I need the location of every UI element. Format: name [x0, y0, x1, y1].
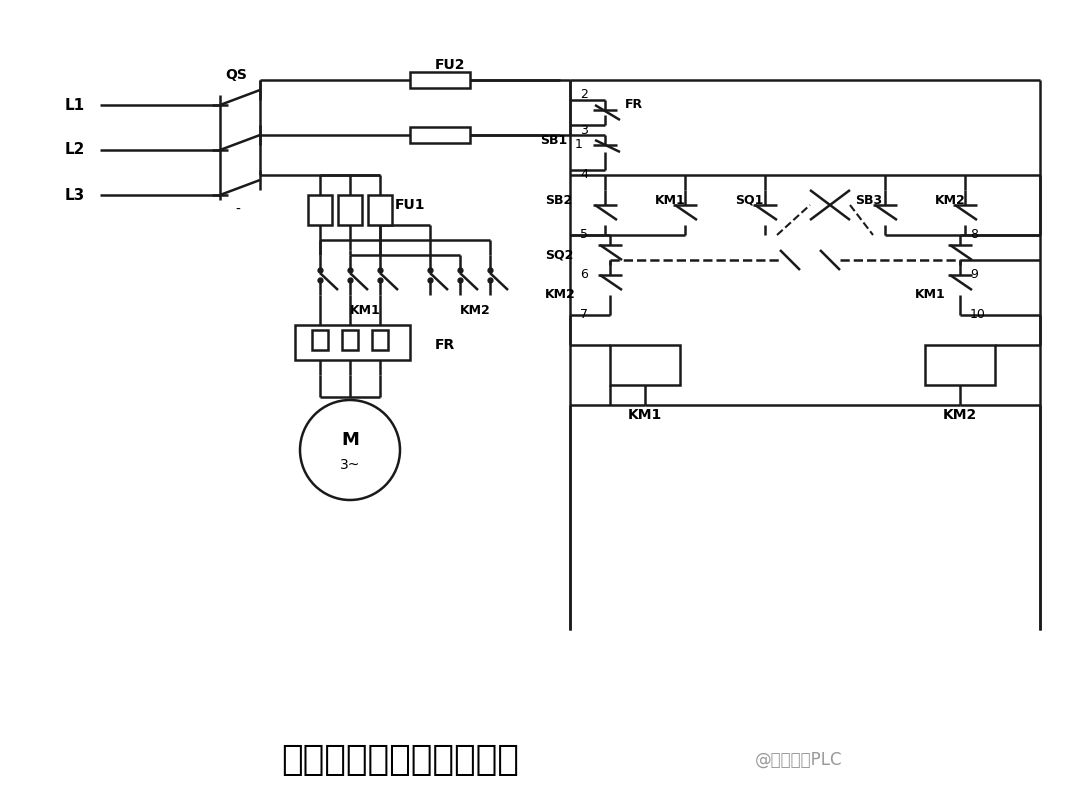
- Text: FU2: FU2: [435, 58, 465, 72]
- Text: L2: L2: [65, 143, 85, 157]
- Text: FR: FR: [435, 338, 456, 352]
- Text: KM1: KM1: [627, 408, 662, 422]
- Text: SQ2: SQ2: [545, 249, 573, 262]
- Text: 7: 7: [580, 309, 588, 322]
- Text: KM1: KM1: [350, 304, 381, 317]
- Bar: [308, 195, 332, 225]
- Text: 5: 5: [580, 228, 588, 241]
- Text: 自动往返电动机控制电路: 自动往返电动机控制电路: [281, 743, 518, 777]
- Bar: [368, 195, 392, 225]
- Text: KM2: KM2: [935, 194, 966, 207]
- Bar: [410, 127, 470, 143]
- Text: KM2: KM2: [545, 288, 576, 301]
- Bar: [312, 330, 328, 350]
- Text: L1: L1: [65, 97, 85, 113]
- Text: KM1: KM1: [654, 194, 686, 207]
- Text: SB1: SB1: [540, 134, 567, 147]
- Text: 9: 9: [970, 268, 977, 282]
- Text: L3: L3: [65, 187, 85, 202]
- Text: 6: 6: [580, 268, 588, 282]
- Text: 4: 4: [580, 168, 588, 181]
- Text: SQ1: SQ1: [735, 194, 764, 207]
- Text: KM1: KM1: [915, 288, 946, 301]
- Bar: [295, 325, 410, 360]
- Text: 2: 2: [580, 88, 588, 101]
- Text: @俊杰工控PLC: @俊杰工控PLC: [755, 751, 842, 769]
- Text: 10: 10: [970, 309, 986, 322]
- Bar: [410, 72, 470, 88]
- Bar: [924, 345, 995, 385]
- Text: M: M: [341, 431, 359, 449]
- Text: FU1: FU1: [395, 198, 426, 212]
- Bar: [342, 330, 357, 350]
- Text: 1: 1: [575, 139, 583, 151]
- Text: KM2: KM2: [943, 408, 977, 422]
- Text: 3: 3: [580, 123, 588, 137]
- Text: KM2: KM2: [460, 304, 490, 317]
- Text: FR: FR: [625, 99, 643, 112]
- Text: SB2: SB2: [545, 194, 572, 207]
- Text: SB3: SB3: [855, 194, 882, 207]
- Text: 8: 8: [970, 228, 978, 241]
- Text: QS: QS: [225, 68, 247, 82]
- Text: -: -: [235, 203, 240, 217]
- Bar: [372, 330, 388, 350]
- Text: 3~: 3~: [340, 458, 361, 472]
- Bar: [610, 345, 680, 385]
- Bar: [338, 195, 362, 225]
